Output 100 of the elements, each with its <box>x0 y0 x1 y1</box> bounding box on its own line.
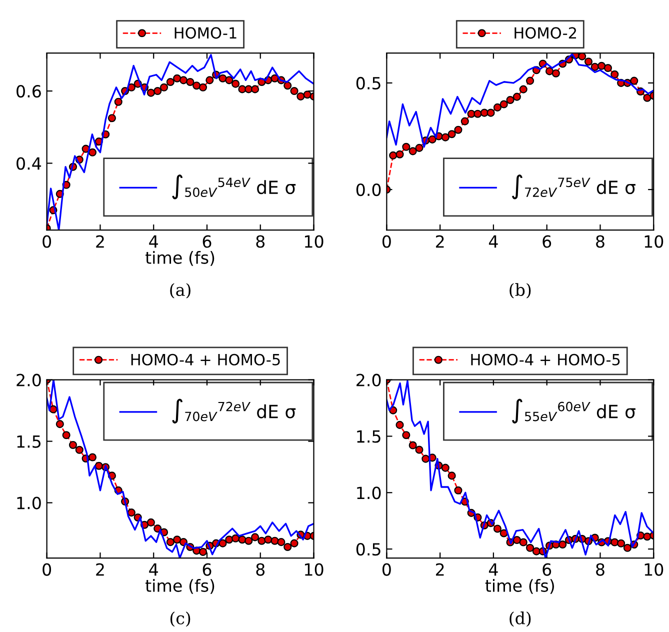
point <box>284 542 292 552</box>
x-tick-label: 2 <box>436 235 444 248</box>
point <box>146 518 155 526</box>
point <box>610 70 619 78</box>
point <box>474 110 482 118</box>
point <box>558 540 567 549</box>
x-tick-label: 10 <box>304 563 324 576</box>
x-tick-label: 4 <box>149 235 158 248</box>
point <box>166 538 174 546</box>
point <box>486 108 495 117</box>
point <box>415 446 424 454</box>
point <box>154 86 162 96</box>
y-tick-label: 0.5 <box>356 542 380 556</box>
point <box>251 533 260 542</box>
point <box>198 548 208 556</box>
x-tick-label: 10 <box>304 235 324 248</box>
point <box>56 420 64 428</box>
point <box>75 446 84 454</box>
legend-label: ∫$_{50eV}$$^{54eV}$ dE σ <box>172 174 296 200</box>
point <box>396 420 404 429</box>
point <box>519 85 528 94</box>
point <box>512 536 521 544</box>
text: (d) <box>510 612 531 627</box>
y-tick-label: 1.5 <box>357 430 380 443</box>
point <box>225 536 234 544</box>
point <box>88 453 96 462</box>
point <box>584 58 593 66</box>
point <box>630 76 638 85</box>
point <box>454 126 462 134</box>
legend-label: HOMO-4 + HOMO-5 <box>471 354 620 366</box>
point <box>232 80 240 88</box>
point <box>284 82 292 90</box>
x-tick-label: 0 <box>382 563 391 576</box>
x-tick-label: 6 <box>542 235 552 248</box>
point <box>500 100 508 108</box>
y-tick-label: 0.6 <box>16 84 41 98</box>
point <box>519 538 528 546</box>
point <box>623 544 632 552</box>
y-tick-label: 1.0 <box>17 496 41 510</box>
point <box>552 69 560 78</box>
point <box>270 536 279 545</box>
y-tick-label: 0.5 <box>356 76 380 90</box>
point <box>68 440 78 450</box>
point <box>604 64 612 72</box>
point <box>218 539 227 548</box>
y-tick-label: 2.0 <box>16 374 41 386</box>
point <box>166 78 174 86</box>
x-tick-label: 4 <box>149 563 158 576</box>
text: (a) <box>170 283 190 298</box>
point <box>617 539 626 548</box>
text: (b) <box>510 283 531 298</box>
x-tick-label: 0 <box>42 235 52 248</box>
text: (c) <box>170 612 190 627</box>
point <box>218 74 227 82</box>
point <box>258 536 266 545</box>
x-tick-label: 6 <box>542 563 552 576</box>
point <box>244 536 253 545</box>
point <box>422 454 430 463</box>
point <box>225 76 234 84</box>
point <box>251 85 260 94</box>
point <box>303 90 312 99</box>
point <box>448 130 456 138</box>
y-tick-label: 1.0 <box>357 486 381 500</box>
point <box>460 117 469 126</box>
point <box>526 544 534 552</box>
x-axis-title: time (fs) <box>485 579 554 594</box>
point <box>402 431 410 440</box>
point <box>454 486 462 494</box>
point <box>415 144 424 152</box>
point <box>545 67 554 76</box>
x-axis-title: time (fs) <box>145 579 214 594</box>
point <box>578 53 586 60</box>
point <box>441 464 450 472</box>
point <box>389 151 398 160</box>
point <box>179 76 188 84</box>
point <box>428 135 436 144</box>
point <box>108 114 116 122</box>
x-tick-label: 4 <box>488 563 498 576</box>
x-tick-label: 0 <box>42 563 52 576</box>
y-tick-label: 1.5 <box>17 435 41 448</box>
point <box>448 472 456 480</box>
x-tick-label: 2 <box>96 235 104 248</box>
point <box>127 508 136 517</box>
legend-label: ∫$_{72eV}$$^{75eV}$ dE σ <box>512 174 636 200</box>
y-tick-label: 0.0 <box>356 184 381 196</box>
point <box>512 92 521 101</box>
point <box>441 133 450 142</box>
point <box>493 524 502 533</box>
point <box>506 96 514 104</box>
point <box>290 86 298 96</box>
point <box>154 524 162 533</box>
point <box>88 148 96 156</box>
x-tick-label: 8 <box>256 563 265 576</box>
point <box>173 74 182 82</box>
point <box>198 83 208 92</box>
point <box>290 539 298 548</box>
x-tick-label: 6 <box>202 563 212 576</box>
x-tick-label: 4 <box>488 235 498 248</box>
x-tick-label: 0 <box>382 235 391 248</box>
point <box>146 88 155 97</box>
